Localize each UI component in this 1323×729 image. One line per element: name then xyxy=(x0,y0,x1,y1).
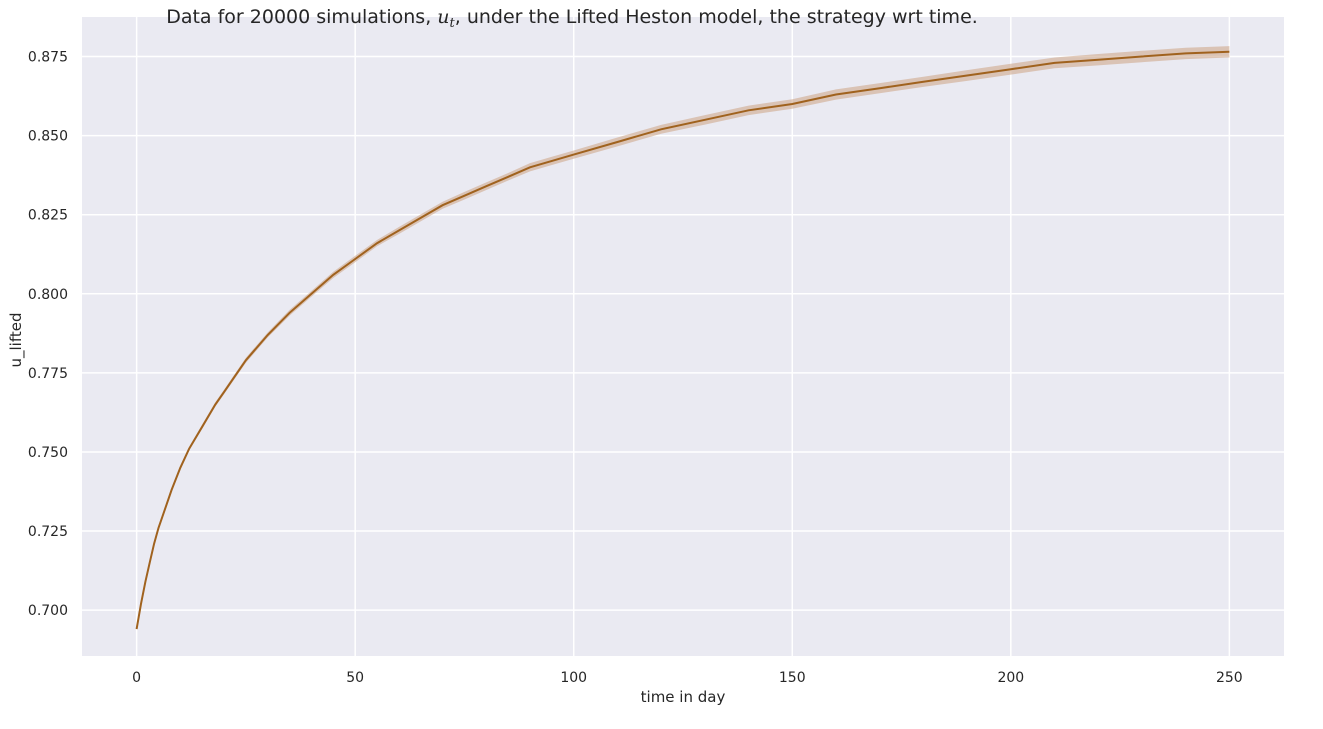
x-tick-label: 100 xyxy=(560,670,587,686)
x-tick-labels: 0 50 100 150 200 250 xyxy=(132,670,1243,686)
y-tick-labels: 0.700 0.725 0.750 0.775 0.800 0.825 0.850 0.875 xyxy=(28,50,68,620)
chart-title: Data for 20000 simulations, ut, under th… xyxy=(166,6,978,31)
x-tick-label: 0 xyxy=(132,670,141,686)
y-axis-label: u_lifted xyxy=(7,313,26,368)
y-tick-label: 0.725 xyxy=(28,524,68,540)
y-tick-label: 0.800 xyxy=(28,287,68,303)
x-tick-label: 150 xyxy=(779,670,806,686)
y-tick-label: 0.825 xyxy=(28,208,68,224)
y-tick-label: 0.875 xyxy=(28,50,68,66)
x-tick-label: 50 xyxy=(346,670,364,686)
series-line xyxy=(135,50,1230,630)
x-axis-label: time in day xyxy=(641,688,726,706)
x-tick-label: 200 xyxy=(997,670,1024,686)
plot-area xyxy=(82,17,1284,656)
y-tick-label: 0.850 xyxy=(28,129,68,145)
y-tick-label: 0.775 xyxy=(28,366,68,382)
y-tick-label: 0.750 xyxy=(28,445,68,461)
y-tick-label: 0.700 xyxy=(28,603,68,619)
x-tick-label: 250 xyxy=(1216,670,1243,686)
